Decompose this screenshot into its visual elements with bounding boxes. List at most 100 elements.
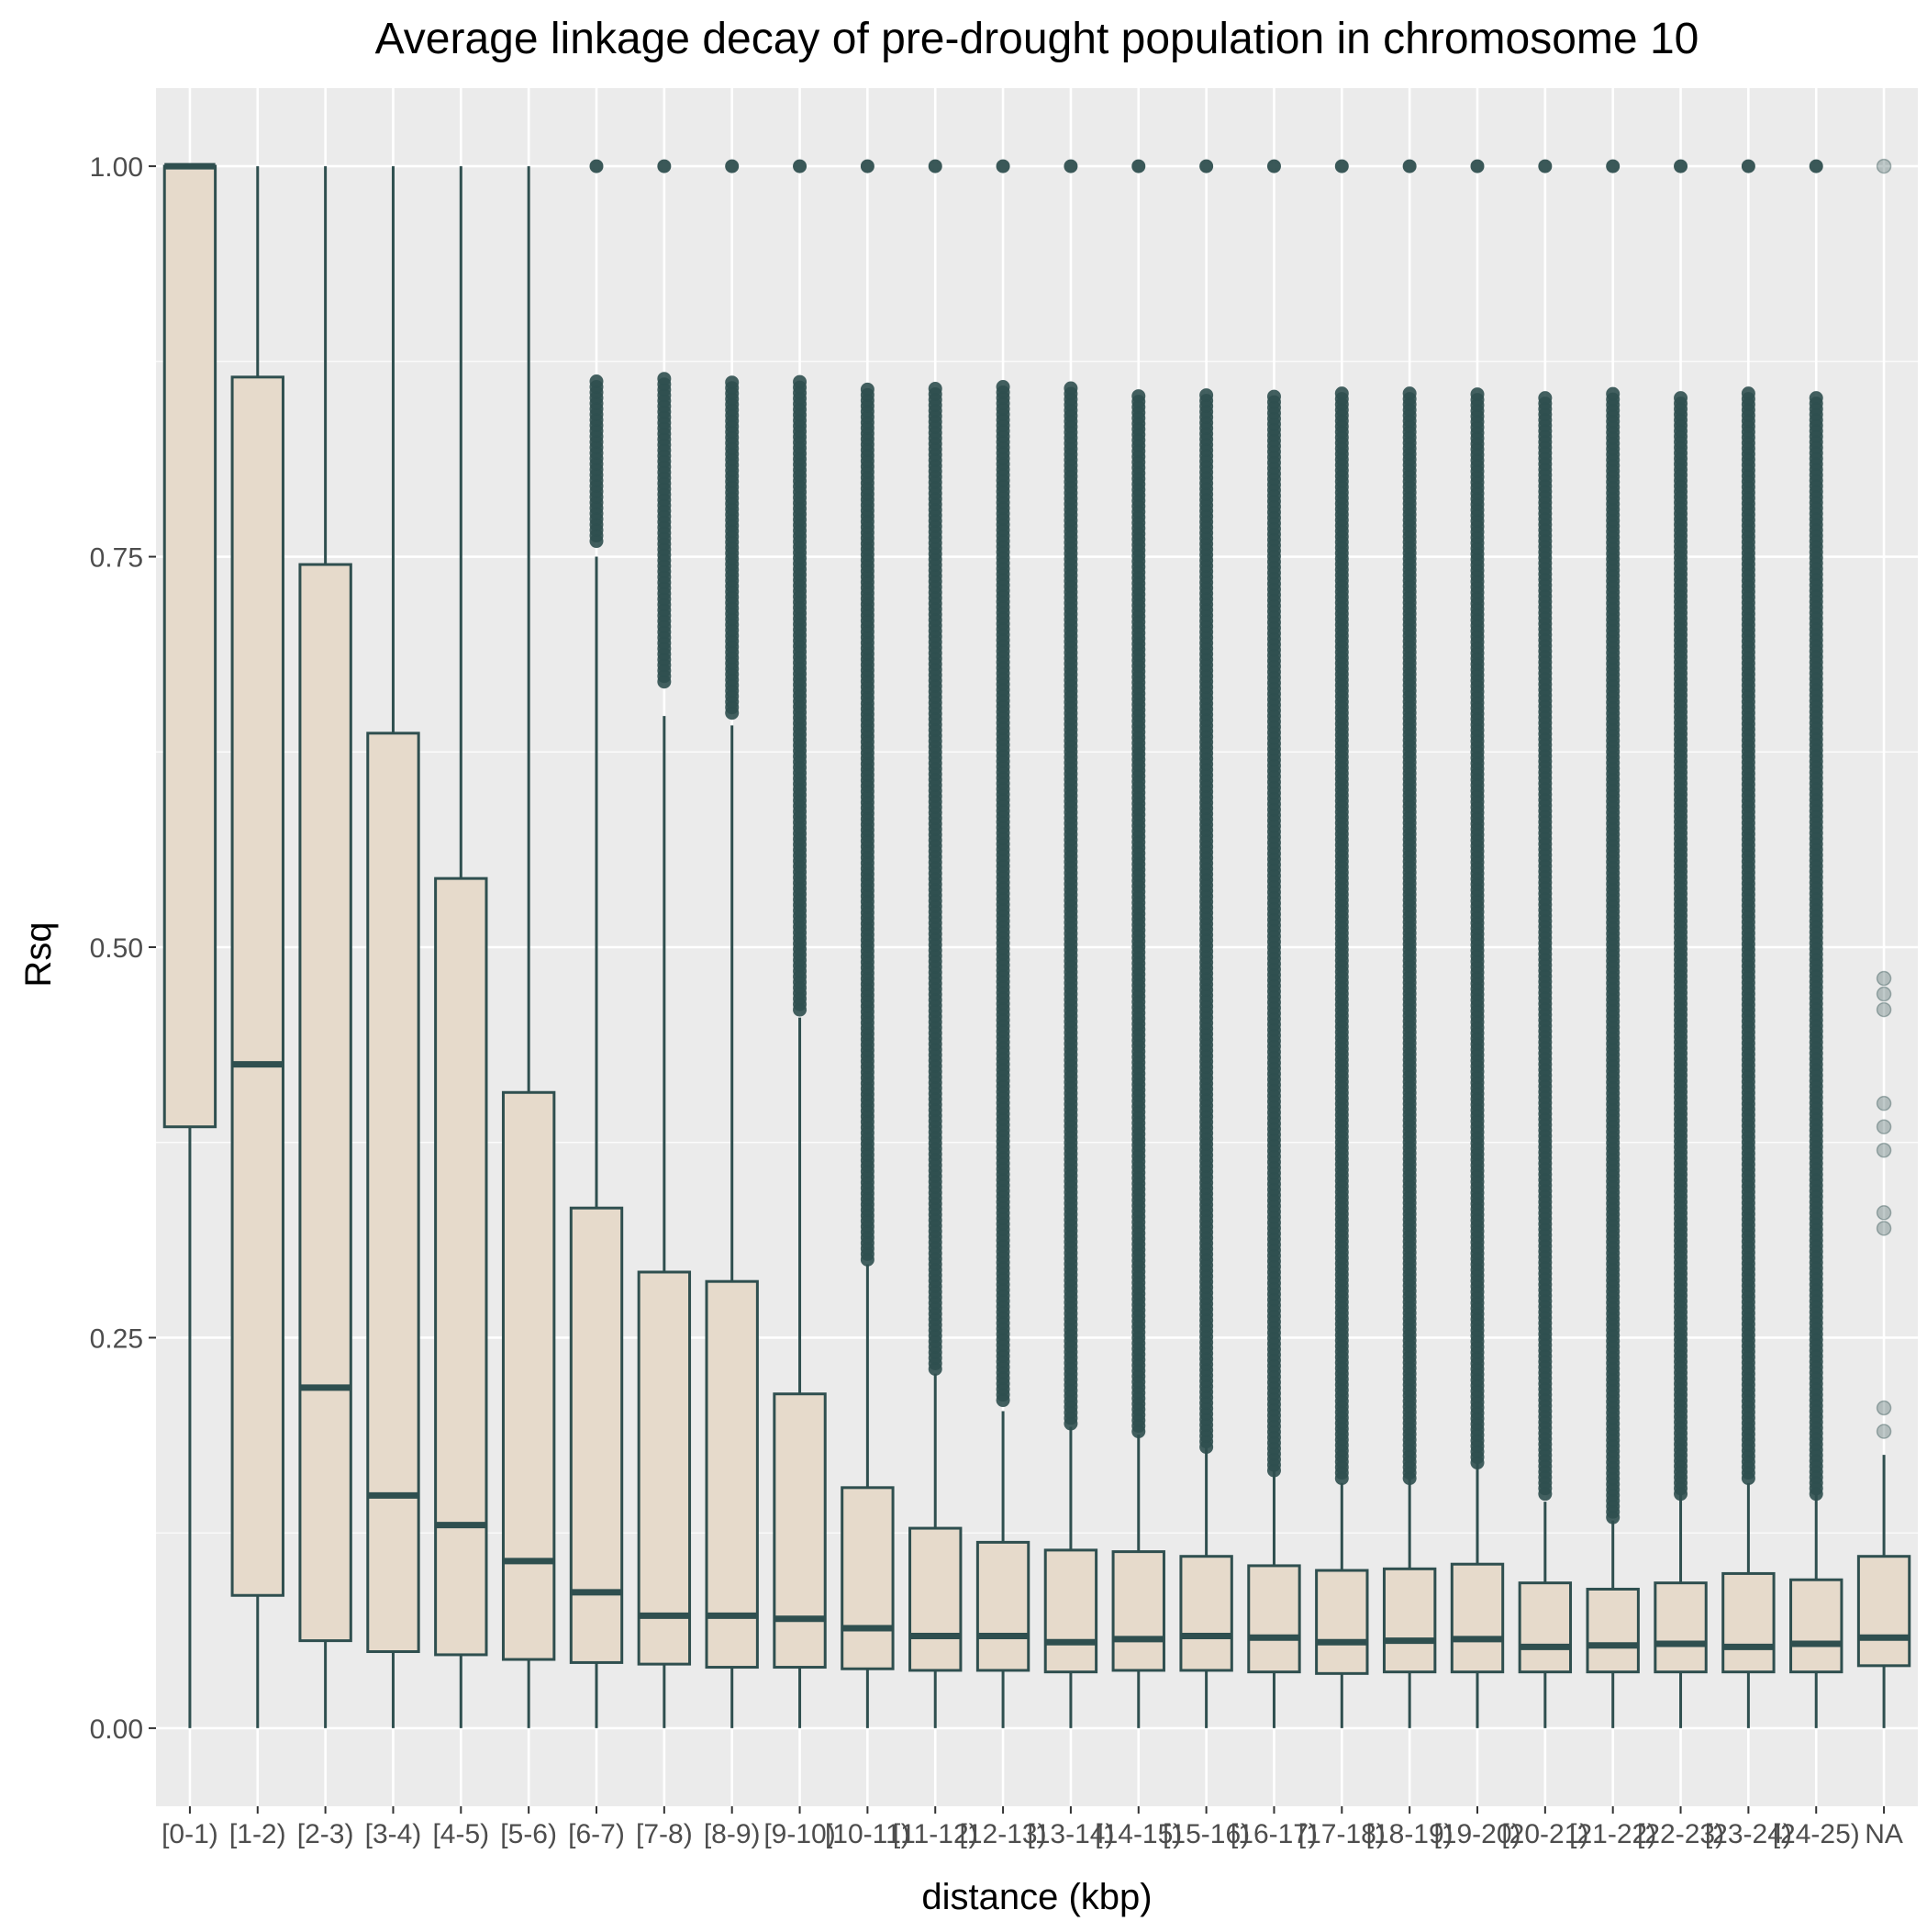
outlier-point	[1402, 159, 1417, 173]
box-group	[434, 166, 488, 1728]
outlier-point	[725, 159, 740, 173]
x-tick-label: [6-7)	[568, 1819, 625, 1849]
box	[1382, 1567, 1437, 1674]
x-tick-label: [19-20)	[1433, 1819, 1520, 1849]
outlier-point	[1538, 159, 1553, 173]
y-tick-label: 0.00	[90, 1714, 143, 1745]
outlier-point	[1809, 159, 1823, 173]
box-group	[637, 159, 692, 1728]
x-tick-label: [10-11)	[825, 1819, 910, 1849]
x-tick-label: [21-22)	[1569, 1819, 1656, 1849]
x-tick-label: [9-10)	[763, 1819, 835, 1849]
box	[1856, 1555, 1911, 1668]
box	[1111, 1550, 1165, 1672]
outlier-point	[589, 159, 604, 173]
outlier-point	[1199, 388, 1214, 403]
x-tick-label: [4-5)	[432, 1819, 489, 1849]
x-tick-label: [1-2)	[229, 1819, 286, 1849]
x-tick-label: [24-25)	[1773, 1819, 1860, 1849]
x-tick-label: [12-13)	[960, 1819, 1047, 1849]
outlier-point	[725, 375, 740, 390]
outlier-point	[1470, 159, 1485, 173]
box	[1043, 1548, 1098, 1674]
x-tick-label: [8-9)	[704, 1819, 761, 1849]
outlier-point	[1876, 986, 1892, 1002]
box-group	[773, 159, 827, 1728]
x-tick-label: [22-23)	[1637, 1819, 1724, 1849]
box-group	[1382, 159, 1437, 1728]
box-group	[569, 159, 624, 1728]
x-tick-label: [17-18)	[1298, 1819, 1386, 1849]
box-group	[1315, 159, 1369, 1728]
x-tick-label: [5-6)	[500, 1819, 557, 1849]
x-tick-label: [23-24)	[1705, 1819, 1792, 1849]
outlier-point	[1334, 386, 1349, 401]
x-axis-label: distance (kbp)	[921, 1877, 1152, 1917]
outlier-point	[1402, 386, 1417, 401]
x-tick-label: [2-3)	[297, 1819, 354, 1849]
outlier-point	[996, 159, 1010, 173]
chart-marks	[162, 158, 1911, 1728]
box-group	[1586, 159, 1640, 1728]
box-group	[705, 159, 759, 1728]
outlier-point	[1876, 1424, 1892, 1439]
outlier-point	[860, 159, 874, 173]
box-group	[1654, 159, 1708, 1728]
outlier-point	[1266, 389, 1281, 404]
box	[1450, 1562, 1505, 1674]
outlier-point	[1606, 159, 1621, 173]
box	[1179, 1555, 1233, 1672]
outlier-point	[1876, 1001, 1892, 1018]
box	[366, 731, 420, 1654]
box-group	[1179, 159, 1233, 1728]
box	[1721, 1571, 1776, 1674]
outlier-point	[1470, 387, 1485, 402]
y-axis: 0.00 0.25 0.50 0.75 1.00	[90, 152, 156, 1745]
outlier-point	[793, 374, 808, 389]
y-tick-label: 0.25	[90, 1323, 143, 1354]
outlier-point	[1064, 381, 1078, 396]
outlier-point	[860, 382, 874, 396]
box	[298, 563, 352, 1643]
outlier-point	[1876, 970, 1892, 987]
y-tick-label: 0.75	[90, 543, 143, 574]
box	[1789, 1578, 1843, 1674]
x-tick-label: [13-14)	[1027, 1819, 1114, 1849]
box-group	[366, 166, 420, 1728]
outlier-point	[589, 374, 604, 389]
outlier-point	[1674, 159, 1688, 173]
outlier-point	[1876, 1400, 1892, 1416]
outlier-point	[1606, 386, 1621, 401]
outlier-point	[657, 372, 672, 386]
x-tick-label: [0-1)	[162, 1819, 218, 1849]
box-group	[975, 159, 1030, 1728]
box	[773, 1392, 827, 1670]
box-group	[841, 159, 895, 1728]
box	[1654, 1581, 1708, 1674]
box-group	[1111, 159, 1165, 1728]
box-group	[162, 162, 217, 1728]
x-tick-label: [11-12)	[893, 1819, 978, 1849]
box	[1247, 1564, 1301, 1674]
outlier-point	[1199, 159, 1214, 173]
outlier-point	[1131, 389, 1146, 404]
outlier-point	[1064, 159, 1078, 173]
outlier-point	[1876, 1095, 1892, 1111]
x-tick-label: [20-21)	[1501, 1819, 1588, 1849]
box-group	[1518, 159, 1573, 1728]
outlier-point	[928, 159, 942, 173]
box	[569, 1206, 624, 1664]
box	[1315, 1569, 1369, 1675]
box	[162, 164, 217, 1129]
box-group	[501, 166, 556, 1728]
x-tick-label: [18-19)	[1366, 1819, 1454, 1849]
outlier-point	[1809, 391, 1823, 406]
outlier-point	[1334, 159, 1349, 173]
x-tick-label: [16-17)	[1231, 1819, 1318, 1849]
outlier-point	[1266, 159, 1281, 173]
x-axis: [0-1) [1-2) [2-3) [3-4) [4-5) [5-6) [6-7) [7-8)…	[162, 1806, 1903, 1849]
y-axis-label: Rsq	[18, 921, 59, 987]
box	[841, 1486, 895, 1670]
chart-title: Average linkage decay of pre-drought pop…	[375, 15, 1699, 63]
